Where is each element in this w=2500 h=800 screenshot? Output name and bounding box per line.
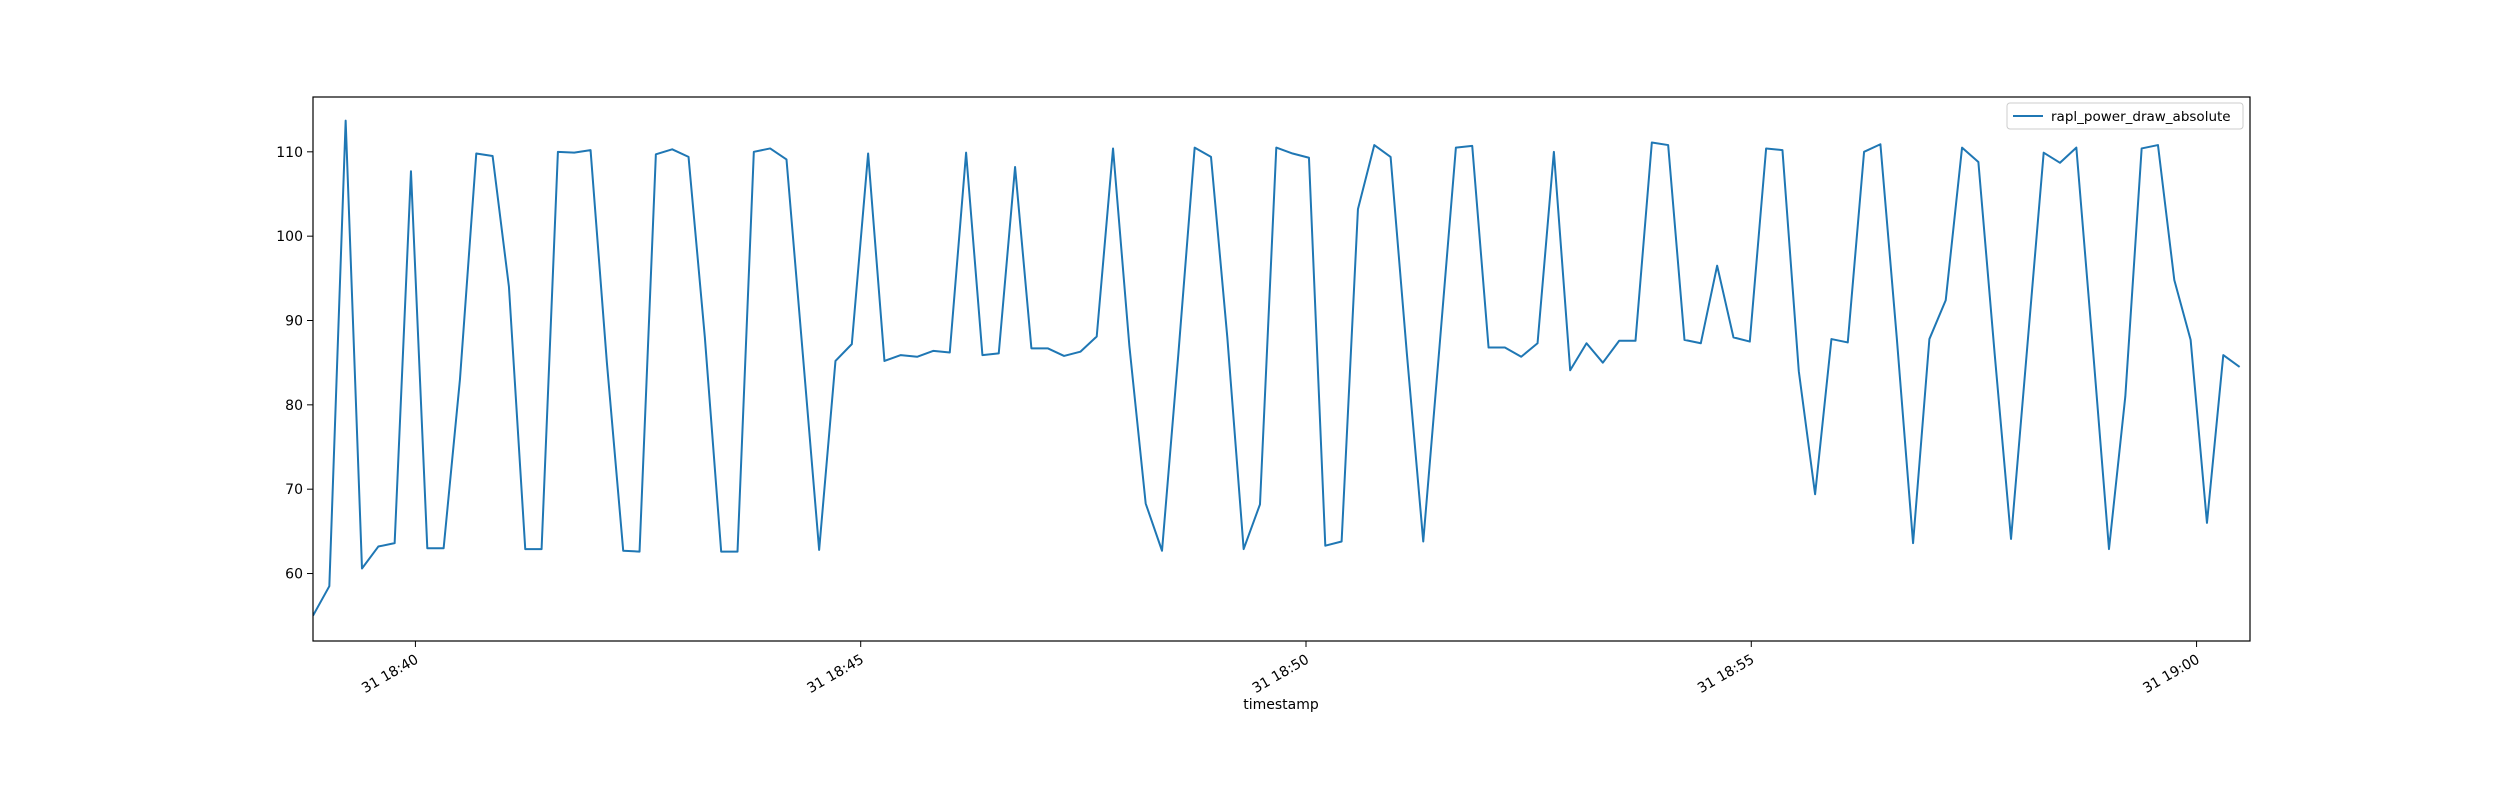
y-axis: 60 70 80 90 100 110 xyxy=(276,145,313,583)
legend-box xyxy=(2006,102,2244,130)
y-tick-label: 80 xyxy=(285,398,303,414)
y-tick-label: 70 xyxy=(285,482,303,498)
x-axis-label: timestamp xyxy=(1243,697,1319,713)
series-layer xyxy=(313,119,2241,617)
y-tick-label: 100 xyxy=(276,229,303,245)
series-line-rapl_power_draw_absolute xyxy=(313,119,2241,617)
y-tick-label: 90 xyxy=(285,314,303,330)
legend-entry-label: rapl_power_draw_absolute xyxy=(2051,109,2231,125)
y-tick-label: 60 xyxy=(285,567,303,583)
plot-frame xyxy=(312,96,2251,642)
y-tick-label: 110 xyxy=(276,145,303,161)
legend: rapl_power_draw_absolute xyxy=(2006,102,2244,130)
